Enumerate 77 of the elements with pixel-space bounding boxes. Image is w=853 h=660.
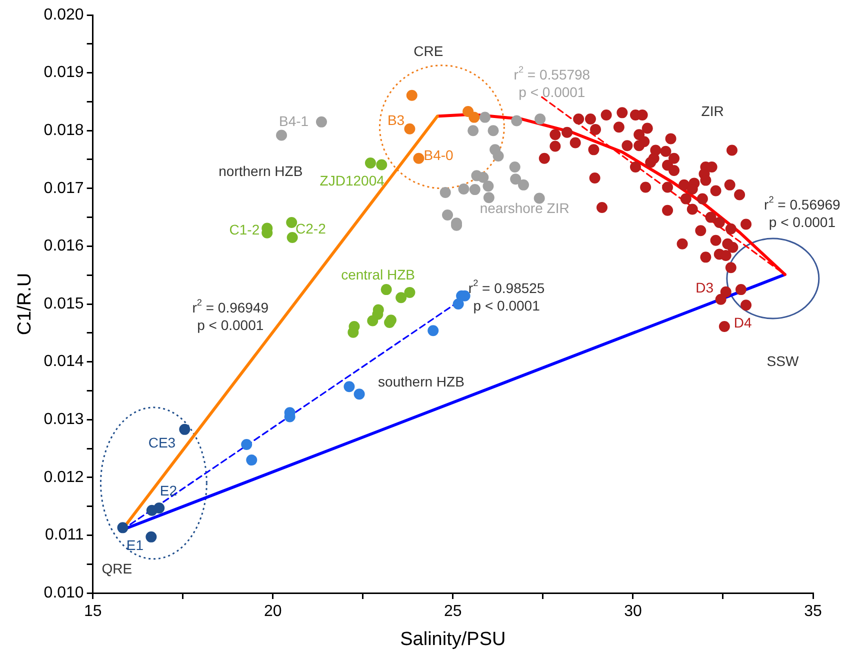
- point: [478, 172, 489, 183]
- annotation: SSW: [766, 353, 800, 370]
- point: [367, 315, 378, 326]
- point: [344, 381, 355, 392]
- x-tick-label: 35: [804, 603, 822, 620]
- point: [510, 174, 522, 185]
- point: [468, 125, 479, 136]
- point: [286, 217, 298, 228]
- point: [117, 522, 128, 534]
- point: [458, 183, 470, 194]
- annotation: D4: [734, 314, 752, 331]
- point: [440, 186, 451, 198]
- point: [246, 454, 258, 466]
- point: [404, 286, 416, 298]
- point: [492, 150, 504, 162]
- point: [404, 123, 416, 134]
- annotation: QRE: [102, 560, 132, 577]
- y-tick-label: 0.010: [44, 584, 84, 602]
- point: [534, 114, 546, 125]
- annotation: northern HZB: [218, 163, 303, 180]
- annotation: central HZB: [341, 266, 415, 283]
- annotation: southern HZB: [378, 373, 464, 390]
- point: [241, 438, 252, 450]
- point: [482, 180, 494, 192]
- point: [469, 184, 480, 196]
- point: [316, 116, 327, 128]
- point: [380, 284, 392, 296]
- point: [452, 298, 464, 310]
- x-tick-label: 25: [444, 603, 462, 620]
- point: [479, 112, 490, 123]
- point: [364, 157, 376, 168]
- annotation: B3: [387, 112, 405, 128]
- point: [428, 325, 439, 336]
- y-tick-label: 0.020: [44, 6, 84, 24]
- annotation: D3: [696, 279, 714, 296]
- point: [511, 115, 522, 126]
- annotation: nearshore ZIR: [480, 200, 570, 216]
- x-axis-title: Salinity/PSU: [400, 628, 506, 650]
- y-tick-label: 0.011: [44, 526, 84, 544]
- point: [468, 112, 480, 123]
- annotation: CE3: [148, 434, 176, 451]
- annotation: C1-2: [229, 221, 260, 238]
- annotation: B4-1: [278, 112, 309, 129]
- y-tick-label: 0.012: [44, 468, 84, 486]
- y-axis-title: C1/R.U: [14, 272, 36, 336]
- point: [442, 209, 454, 220]
- point: [483, 192, 494, 204]
- point: [179, 424, 190, 435]
- point: [286, 232, 298, 244]
- point: [406, 90, 418, 101]
- x-tick-label: 30: [624, 603, 642, 620]
- point: [376, 159, 388, 170]
- annotation: E1: [126, 537, 144, 554]
- y-tick-label: 0.013: [44, 411, 84, 428]
- point: [146, 531, 157, 542]
- x-tick-label: 20: [264, 603, 282, 620]
- annotation: ZIR: [701, 102, 724, 119]
- point: [488, 125, 499, 136]
- y-tick-label: 0.015: [44, 295, 84, 312]
- x-tick-label: 15: [84, 603, 102, 620]
- annotation: ZJD12004: [320, 172, 385, 188]
- point: [354, 388, 365, 400]
- annotation: C2-2: [296, 220, 326, 236]
- annotation: E2: [160, 482, 178, 499]
- point: [154, 502, 165, 514]
- point: [396, 292, 407, 304]
- point: [509, 162, 520, 173]
- point: [518, 179, 529, 190]
- y-tick-label: 0.016: [44, 238, 84, 255]
- annotation: CRE: [414, 42, 444, 59]
- y-tick-label: 0.018: [44, 122, 84, 140]
- y-tick-label: 0.019: [44, 64, 84, 82]
- point: [276, 130, 288, 141]
- annotation: B4-0: [424, 146, 454, 163]
- y-tick-label: 0.014: [44, 353, 84, 370]
- y-tick-label: 0.017: [44, 180, 84, 197]
- point: [413, 152, 424, 164]
